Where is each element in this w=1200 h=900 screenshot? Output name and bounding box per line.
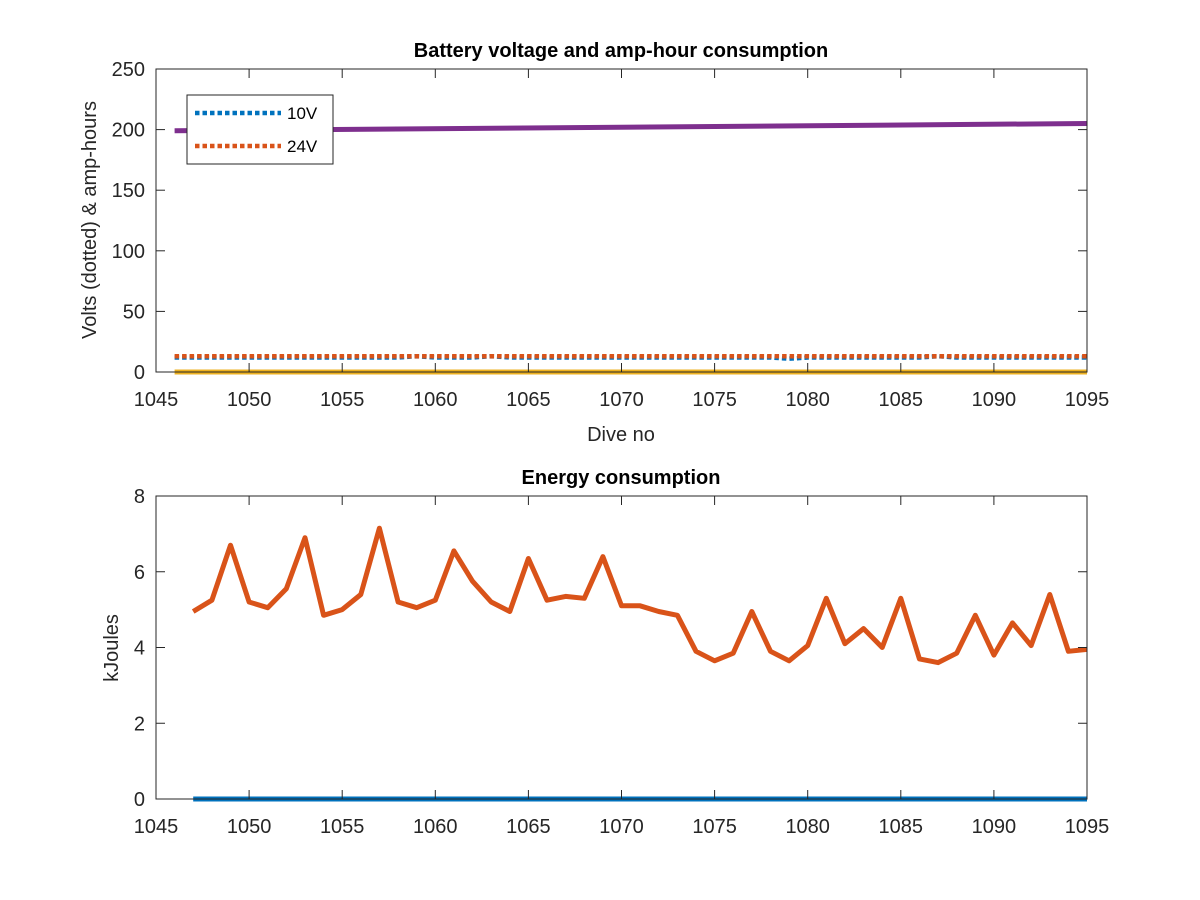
x-tick-label: 1085 xyxy=(879,816,924,838)
x-tick-label: 1070 xyxy=(599,816,644,838)
y-tick-label: 2 xyxy=(134,713,145,735)
y-tick-label: 150 xyxy=(112,180,145,202)
legend-label-24v: 24V xyxy=(287,137,318,156)
x-tick-label: 1080 xyxy=(785,389,830,411)
x-tick-label: 1075 xyxy=(692,389,737,411)
y-axis-label: Volts (dotted) & amp-hours xyxy=(79,101,101,339)
y-tick-label: 6 xyxy=(134,562,145,584)
y-tick-label: 0 xyxy=(134,362,145,384)
chart-title: Battery voltage and amp-hour consumption xyxy=(414,40,828,62)
x-axis-label: Dive no xyxy=(587,424,655,446)
y-axis-label: kJoules xyxy=(101,614,123,682)
x-tick-label: 1055 xyxy=(320,816,365,838)
ticks: 1045 1050 1055 1060 1065 1070 1075 1080 1085 1090… xyxy=(112,59,1110,411)
x-tick-label: 1045 xyxy=(134,389,179,411)
x-tick-label: 1060 xyxy=(413,816,458,838)
x-tick-label: 1070 xyxy=(599,389,644,411)
x-tick-label: 1080 xyxy=(785,816,830,838)
x-tick-label: 1095 xyxy=(1065,816,1110,838)
series-line-solid-1 xyxy=(191,525,1088,666)
x-tick-label: 1090 xyxy=(972,389,1017,411)
plot-area xyxy=(156,496,1087,799)
x-tick-label: 1065 xyxy=(506,816,551,838)
x-tick-label: 1095 xyxy=(1065,389,1110,411)
y-tick-label: 0 xyxy=(134,789,145,811)
y-tick-label: 8 xyxy=(134,486,145,508)
legend-box xyxy=(186,94,334,165)
energy-axes: 1045 1050 1055 1060 1065 1070 1075 1080 1085 1090… xyxy=(101,467,1109,838)
x-tick-label: 1055 xyxy=(320,389,365,411)
voltage-amphour-axes: 1045 1050 1055 1060 1065 1070 1075 1080 1085 1090… xyxy=(79,40,1109,446)
x-tick-label: 1050 xyxy=(227,816,272,838)
legend-label-10v: 10V xyxy=(287,104,318,123)
x-tick-label: 1075 xyxy=(692,816,737,838)
x-tick-label: 1045 xyxy=(134,816,179,838)
ticks: 1045 1050 1055 1060 1065 1070 1075 1080 1085 1090… xyxy=(134,486,1110,838)
x-tick-label: 1090 xyxy=(972,816,1017,838)
legend: 10V 24V xyxy=(186,94,334,165)
y-tick-label: 200 xyxy=(112,120,145,142)
chart-title: Energy consumption xyxy=(522,467,721,489)
x-tick-label: 1085 xyxy=(879,389,924,411)
y-tick-label: 50 xyxy=(123,301,145,323)
x-tick-label: 1065 xyxy=(506,389,551,411)
x-tick-label: 1060 xyxy=(413,389,458,411)
x-tick-label: 1050 xyxy=(227,389,272,411)
y-tick-label: 4 xyxy=(134,638,145,660)
y-tick-label: 250 xyxy=(112,59,145,81)
y-tick-label: 100 xyxy=(112,241,145,263)
